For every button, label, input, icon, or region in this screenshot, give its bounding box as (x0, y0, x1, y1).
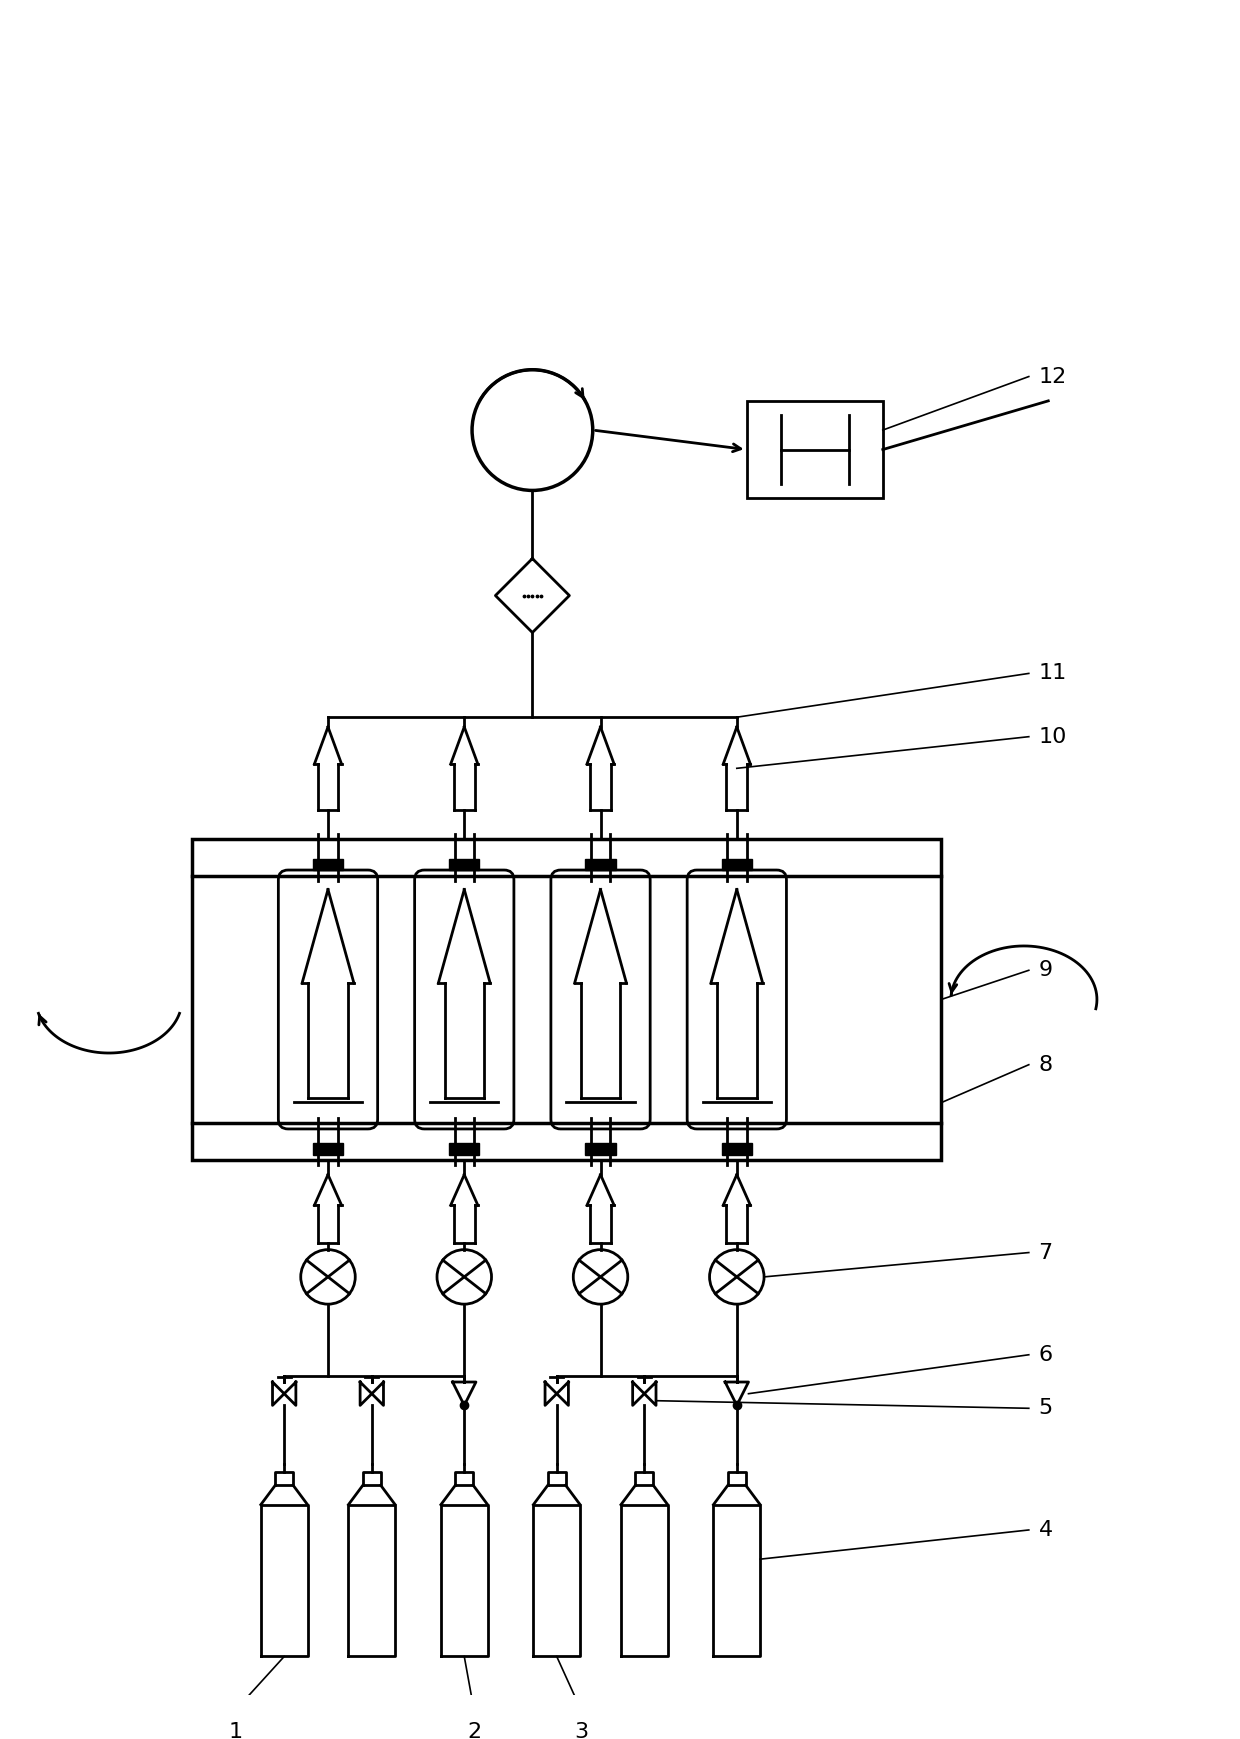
Bar (585, 859, 615, 870)
Text: 7: 7 (1039, 1243, 1053, 1263)
Bar (312, 1144, 343, 1155)
Text: 2: 2 (467, 1722, 481, 1739)
Bar (585, 1144, 615, 1155)
Text: 1: 1 (228, 1722, 243, 1739)
Text: 3: 3 (574, 1722, 588, 1739)
Bar (722, 1144, 751, 1155)
Bar (746, 402, 883, 497)
Text: 10: 10 (1039, 727, 1066, 746)
Text: 12: 12 (1039, 367, 1066, 386)
Text: 6: 6 (1039, 1344, 1053, 1365)
Text: 5: 5 (1039, 1398, 1053, 1419)
Bar (449, 859, 480, 870)
Bar (722, 859, 751, 870)
Bar (192, 838, 941, 1160)
Text: 8: 8 (1039, 1054, 1053, 1075)
Bar (449, 1144, 480, 1155)
Bar (312, 859, 343, 870)
Text: 11: 11 (1039, 663, 1066, 683)
Text: 9: 9 (1039, 960, 1053, 981)
Text: 4: 4 (1039, 1520, 1053, 1541)
